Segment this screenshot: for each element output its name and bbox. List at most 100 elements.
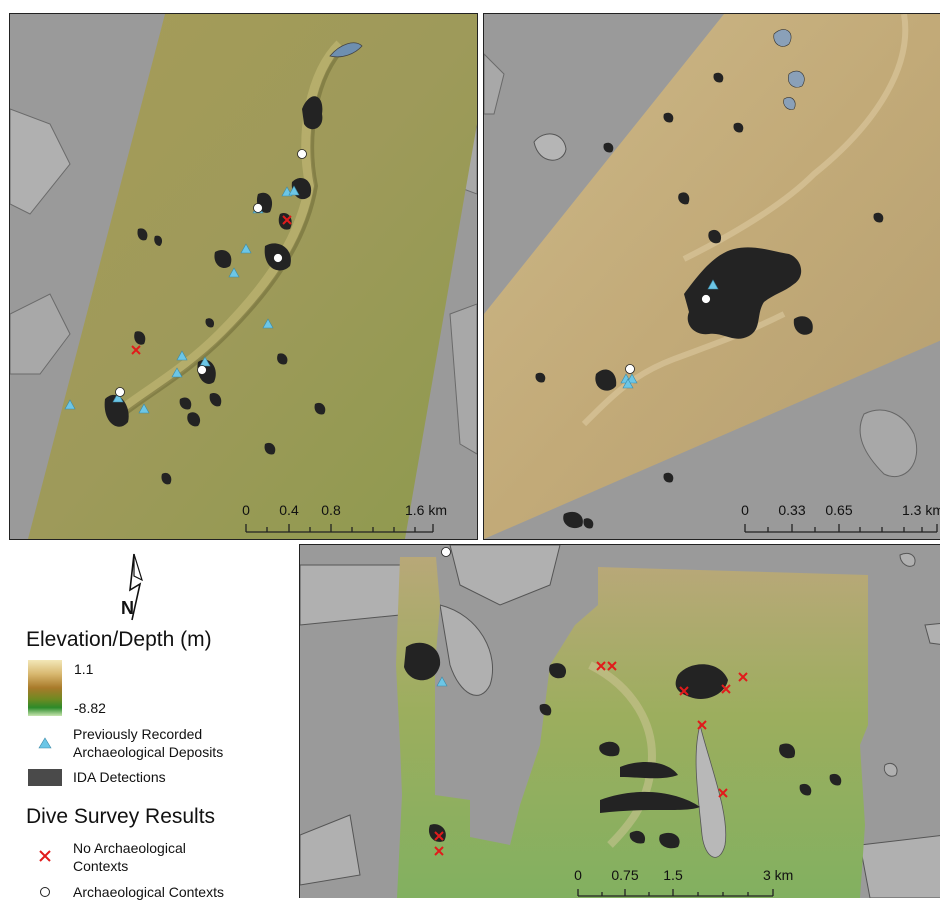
no-context-marker: [721, 684, 731, 694]
north-label: N: [121, 598, 134, 618]
water-channel: [695, 724, 727, 858]
land-outline: [533, 133, 567, 161]
scale-bar-east: 0 0.33 0.65 1.3 km: [741, 502, 940, 534]
archaeological-context-marker: [297, 149, 307, 159]
land-outline: [449, 303, 477, 455]
archaeological-context-markers: [115, 149, 307, 397]
previously-recorded-marker: [112, 392, 124, 403]
scale-end-label: 3 km: [763, 867, 794, 883]
ida-label: IDA Detections: [73, 769, 166, 785]
scale-tick: 0.4: [279, 502, 299, 518]
map-panel-north[interactable]: 0 0.4 0.8 1.6 km: [9, 13, 478, 540]
ida-swatch: [28, 769, 62, 786]
no-context-markers: [434, 661, 748, 856]
land-outline: [859, 409, 918, 478]
no-context-marker: [282, 215, 292, 225]
previously-recorded-marker: [199, 356, 211, 367]
no-context-marker: [434, 831, 444, 841]
previously-recorded-markers: [436, 676, 448, 687]
no-context-marker: [596, 661, 606, 671]
scale-bar-graphic: [744, 524, 938, 533]
scale-tick: 0.75: [611, 867, 639, 883]
scale-bar-graphic: [577, 889, 774, 897]
scale-bar-north: 0 0.4 0.8 1.6 km: [242, 502, 463, 534]
archaeological-context-marker: [253, 203, 263, 213]
previously-recorded-marker: [262, 318, 274, 329]
no-context-marker: [607, 661, 617, 671]
previously-recorded-marker: [64, 399, 76, 410]
archaeological-context-markers: [625, 294, 711, 374]
archaeological-context-markers: [441, 547, 451, 557]
no-context-marker: [679, 686, 689, 696]
elevation-color-ramp: [28, 660, 62, 716]
scale-tick: 0: [242, 502, 250, 518]
scale-bar-south: 0 0.75 1.5 3 km: [573, 867, 808, 898]
scale-tick: 0.33: [778, 502, 806, 518]
previously-recorded-label-line2: Archaeological Deposits: [73, 744, 224, 760]
map-panel-east[interactable]: 0 0.33 0.65 1.3 km: [483, 13, 940, 540]
previously-recorded-marker: [622, 378, 634, 389]
previously-recorded-marker: [176, 350, 188, 361]
land-outline: [484, 53, 505, 115]
no-context-marker: [697, 720, 707, 730]
elevation-min-label: -8.82: [74, 700, 106, 716]
scale-tick: 0.65: [825, 502, 853, 518]
archaeological-context-marker: [115, 387, 125, 397]
land-outline: [10, 108, 71, 215]
archaeological-context-marker: [197, 365, 207, 375]
cross-symbol-icon: [39, 850, 51, 862]
scale-tick: 0: [574, 867, 582, 883]
no-context-marker: [434, 846, 444, 856]
archaeological-context-marker: [625, 364, 635, 374]
previously-recorded-marker: [436, 676, 448, 687]
previously-recorded-markers: [620, 279, 719, 389]
no-context-marker: [738, 672, 748, 682]
triangle-symbol-icon: [38, 737, 52, 749]
map-panel-south[interactable]: 0 0.75 1.5 3 km: [299, 544, 940, 898]
dive-survey-title: Dive Survey Results: [26, 805, 216, 828]
previously-recorded-marker: [240, 243, 252, 254]
scale-tick: 0: [741, 502, 749, 518]
archaeological-context-marker: [273, 253, 283, 263]
map-north-canvas: [10, 14, 477, 539]
context-label: Archaeological Contexts: [73, 884, 224, 900]
no-context-marker: [131, 345, 141, 355]
no-context-marker: [718, 788, 728, 798]
map-legend: N Elevation/Depth (m) 1.1 -8.82 Previous…: [0, 540, 298, 900]
scale-tick: 0.8: [321, 502, 341, 518]
previously-recorded-marker: [288, 185, 300, 196]
archaeological-context-marker: [701, 294, 711, 304]
no-context-markers: [131, 215, 292, 355]
previously-recorded-label-line1: Previously Recorded: [73, 726, 203, 742]
scale-end-label: 1.3 km: [902, 502, 940, 518]
no-context-label-line1: No Archaeological: [73, 840, 186, 856]
water-body: [329, 42, 363, 58]
survey-raster-west: [396, 557, 510, 898]
circle-symbol-icon: [40, 887, 50, 897]
survey-raster-east: [510, 567, 868, 898]
previously-recorded-marker: [171, 367, 183, 378]
previously-recorded-marker: [707, 279, 719, 290]
land-outlines: [300, 545, 940, 898]
scale-tick: 1.5: [663, 867, 683, 883]
survey-raster: [28, 14, 477, 539]
north-arrow-icon: [129, 553, 143, 621]
no-context-label-line2: Contexts: [73, 858, 129, 874]
ida-detection-main: [684, 247, 802, 339]
elevation-legend-title: Elevation/Depth (m): [26, 628, 212, 651]
elevation-max-label: 1.1: [74, 661, 94, 677]
previously-recorded-markers: [64, 185, 300, 414]
ida-detections: [535, 72, 884, 529]
ida-detections: [404, 642, 842, 849]
land-outline: [10, 293, 71, 375]
water-bodies: [773, 29, 805, 110]
previously-recorded-marker: [138, 403, 150, 414]
map-south-canvas: [300, 545, 940, 898]
ridge-line: [682, 14, 909, 262]
previously-recorded-marker: [626, 373, 638, 384]
previously-recorded-marker: [228, 267, 240, 278]
map-east-canvas: [484, 14, 940, 539]
scale-bar-graphic: [245, 524, 434, 533]
scale-end-label: 1.6 km: [405, 502, 448, 518]
archaeological-context-marker: [441, 547, 451, 557]
